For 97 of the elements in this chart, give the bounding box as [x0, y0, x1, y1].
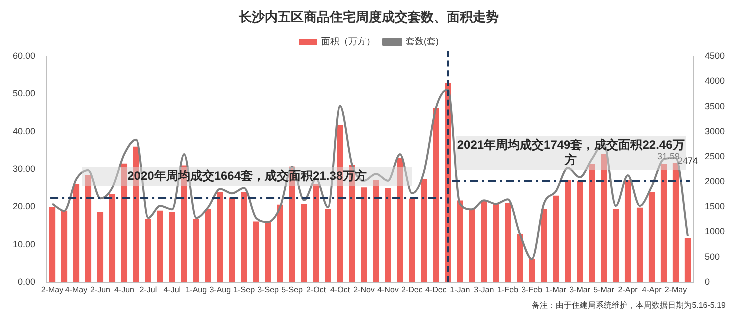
x-tick-label: 2-Jul	[140, 285, 158, 294]
x-tick-label: 1-Aug	[186, 285, 208, 294]
x-tick-label: 4-May	[65, 285, 88, 294]
x-tick-label: 1-Feb	[498, 285, 520, 294]
y2-tick-label: 2500	[704, 151, 726, 162]
x-tick-label: 2-Dec	[402, 285, 423, 294]
bar	[229, 198, 236, 282]
bar	[385, 188, 392, 282]
y2-tick-label: 4000	[704, 76, 726, 86]
y-tick-label: 60.00	[12, 51, 36, 62]
y-tick-label: 50.00	[12, 88, 36, 99]
bar	[421, 179, 428, 282]
bar	[684, 238, 692, 282]
x-tick-label: 2-Nov	[354, 285, 375, 294]
bar	[409, 198, 416, 282]
bar	[493, 204, 500, 282]
chart-title: 长沙内五区商品住宅周度成交套数、面积走势	[238, 9, 499, 24]
bar	[517, 234, 524, 282]
y2-tick-label: 0	[704, 276, 710, 287]
bar	[660, 164, 668, 282]
y2-tick-label: 1500	[704, 202, 726, 212]
x-tick-label: 1-Mar	[546, 285, 567, 294]
legend-label: 面积（万方）	[322, 36, 376, 47]
y2-tick-label: 3500	[704, 101, 726, 112]
text: 备注：由于住建局系统维护，本周数据日期为5.16-5.19	[532, 301, 727, 310]
bar	[145, 219, 152, 282]
bar	[85, 175, 92, 282]
y2-tick-label: 4500	[704, 51, 726, 62]
x-tick-label: 3-Mar	[570, 285, 591, 294]
callout-box: 2020年周均成交1664套，成交面积21.38万方	[82, 167, 412, 186]
bar	[205, 209, 212, 282]
x-tick-label: 2-May	[664, 285, 688, 294]
bar	[600, 154, 608, 282]
bar	[193, 220, 200, 282]
bar	[169, 212, 176, 282]
x-tick-label: 3-Jan	[474, 285, 494, 294]
bar	[49, 207, 56, 282]
x-tick-label: 4-Jun	[114, 285, 134, 294]
bar	[397, 158, 404, 282]
bar	[241, 192, 248, 282]
bar	[109, 194, 116, 282]
bar	[313, 184, 320, 282]
bar	[469, 209, 476, 282]
x-tick-label: 3-Feb	[522, 285, 544, 294]
y2-tick-label: 1000	[704, 226, 726, 237]
bar	[648, 192, 656, 282]
bar	[505, 203, 512, 282]
bar	[589, 164, 596, 282]
y-tick-label: 0.00	[18, 276, 36, 287]
x-tick-label: 4-Nov	[378, 285, 399, 294]
bar	[73, 184, 80, 282]
bar	[636, 208, 644, 282]
y-tick-label: 30.00	[12, 164, 36, 174]
x-tick-label: 2-Apr	[618, 285, 638, 294]
y2-tick-label: 2000	[704, 176, 726, 187]
y-tick-label: 20.00	[12, 202, 36, 212]
x-tick-label: 5-Mar	[594, 285, 615, 294]
bar	[301, 204, 308, 282]
bar	[672, 164, 680, 282]
x-tick-label: 5-Sep	[282, 285, 304, 294]
bar	[277, 204, 284, 282]
bar	[577, 181, 584, 282]
bar	[529, 259, 536, 282]
bar	[481, 201, 488, 282]
x-tick-label: 3-Sep	[258, 285, 280, 294]
bar	[61, 210, 68, 282]
bar	[253, 222, 260, 282]
bar	[433, 108, 440, 282]
y-tick-label: 40.00	[12, 126, 36, 136]
bar	[361, 188, 368, 282]
bar	[541, 209, 548, 282]
bar	[325, 209, 332, 282]
y2-tick-label: 500	[704, 252, 720, 262]
bar	[457, 200, 464, 282]
x-tick-label: 1-Jan	[450, 285, 470, 294]
x-tick-label: 1-Sep	[234, 285, 256, 294]
bar	[157, 210, 164, 282]
x-tick-label: 4-Oct	[330, 285, 351, 294]
x-tick-label: 2-May	[41, 285, 64, 294]
x-tick-label: 4-Apr	[642, 285, 662, 294]
bar	[624, 180, 632, 282]
bar	[97, 212, 104, 282]
x-tick-label: 2-Oct	[306, 285, 327, 294]
x-tick-label: 4-Jul	[164, 285, 182, 294]
bar	[553, 196, 560, 282]
y-tick-label: 10.00	[12, 239, 36, 250]
bar	[565, 180, 572, 282]
bar	[265, 221, 272, 282]
bar	[121, 164, 128, 282]
bar	[612, 209, 620, 282]
x-tick-label: 2-Jun	[90, 285, 110, 294]
y2-tick-label: 3000	[704, 126, 726, 136]
x-tick-label: 4-Dec	[426, 285, 447, 294]
legend-label: 套数(套)	[406, 36, 440, 47]
x-tick-label: 3-Aug	[210, 285, 232, 294]
bar	[217, 192, 224, 282]
bar	[373, 180, 380, 282]
